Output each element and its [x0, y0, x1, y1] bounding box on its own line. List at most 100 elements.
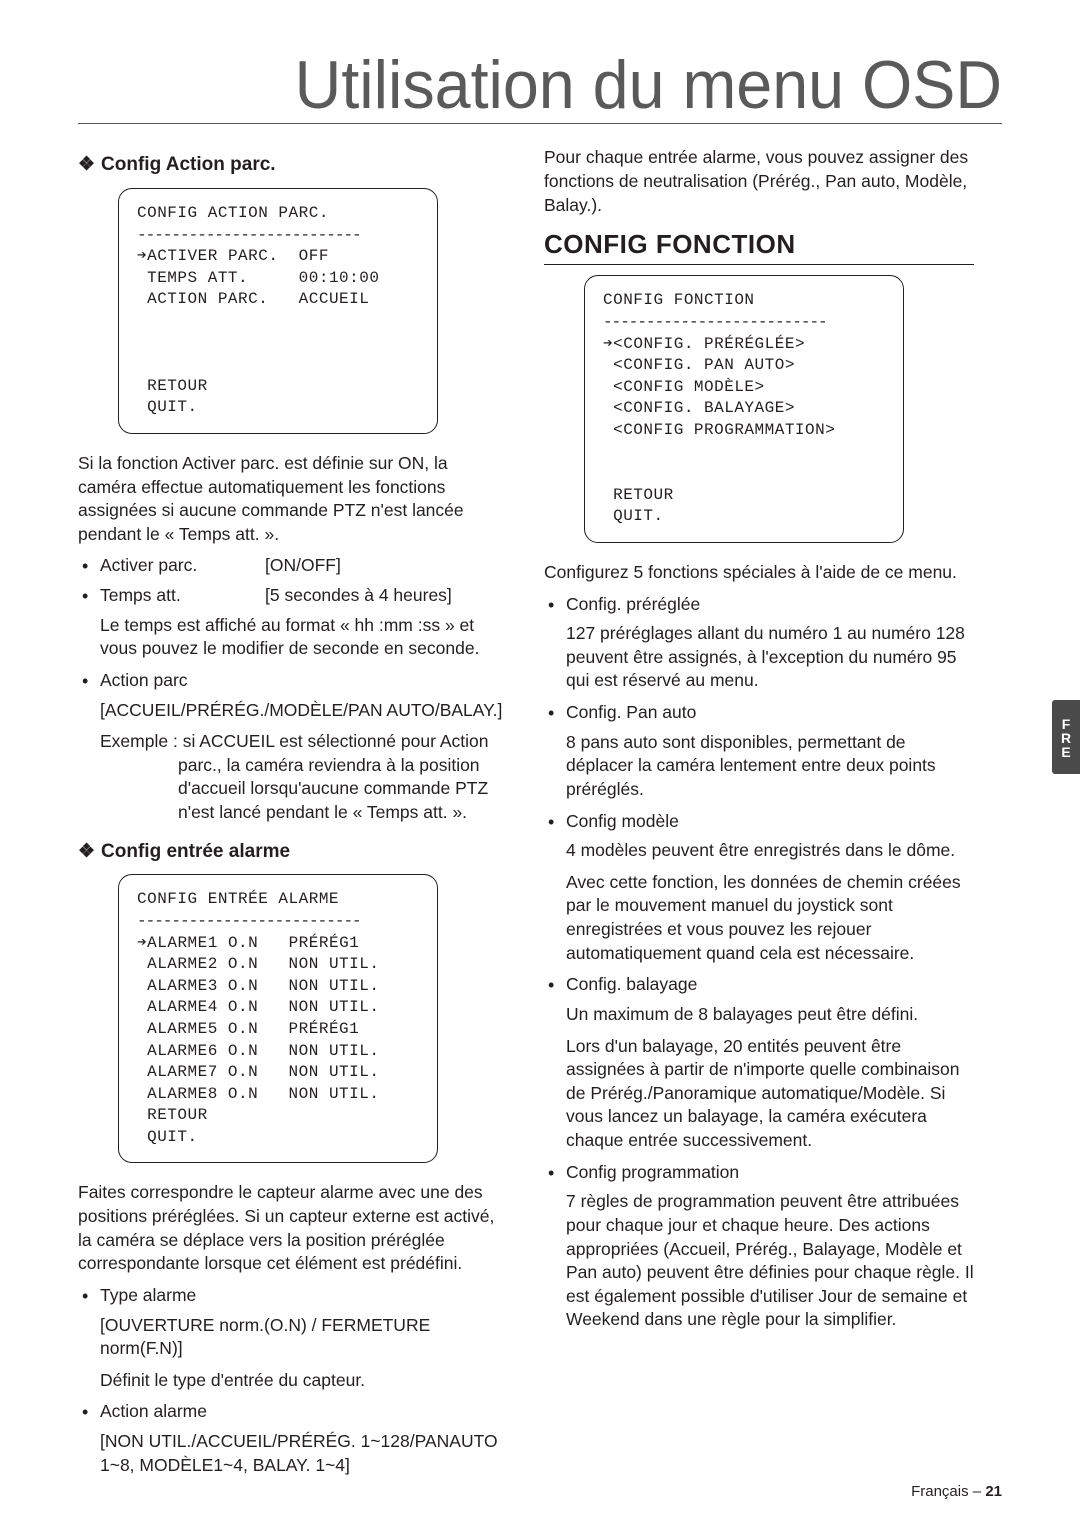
osd-retour: RETOUR [137, 1106, 208, 1124]
osd-val: OFF [299, 247, 329, 265]
intro-text: Faites correspondre le capteur alarme av… [78, 1181, 508, 1276]
list-item: Action alarme [NON UTIL./ACCUEIL/PRÉRÉG.… [78, 1400, 508, 1477]
osd-divider: -------------------------- [137, 912, 361, 930]
osd-val: PRÉRÉG1 [289, 934, 360, 952]
osd-config-entree-alarme: CONFIG ENTRÉE ALARME -------------------… [118, 874, 438, 1163]
osd-val: NON UTIL. [289, 1042, 380, 1060]
opt-label: Activer parc. [100, 554, 265, 578]
osd-val: NON UTIL. [289, 998, 380, 1016]
opt-label: Type alarme [100, 1285, 196, 1305]
heading-text: Config entrée alarme [101, 841, 290, 862]
item-body: Un maximum de 8 balayages peut être défi… [566, 1003, 974, 1027]
intro-text: Si la fonction Activer parc. est définie… [78, 452, 508, 547]
osd-val: PRÉRÉG1 [289, 1020, 360, 1038]
page-footer: Français – 21 [911, 1483, 1002, 1500]
osd-config-fonction: CONFIG FONCTION ------------------------… [584, 275, 904, 543]
left-column: ❖ Config Action parc. CONFIG ACTION PARC.… [78, 146, 508, 1485]
item-label: Config programmation [566, 1162, 739, 1182]
page-title: Utilisation du menu OSD [124, 50, 1002, 121]
bullet-list: Config. préréglée 127 préréglages allant… [544, 593, 974, 1333]
bullet-list: Activer parc. [ON/OFF] Temps att. [5 sec… [78, 554, 508, 824]
footer-sep: – [973, 1483, 981, 1500]
columns: ❖ Config Action parc. CONFIG ACTION PARC.… [78, 146, 1002, 1485]
language-tab: FRE [1052, 700, 1080, 774]
osd-divider: -------------------------- [603, 313, 827, 331]
osd-val: ACCUEIL [299, 290, 370, 308]
opt-value: [5 secondes à 4 heures] [265, 584, 452, 608]
osd-row: ACTION PARC. [137, 290, 268, 308]
item-body: 8 pans auto sont disponibles, permettant… [566, 731, 974, 802]
opt-options: [ACCUEIL/PRÉRÉG./MODÈLE/PAN AUTO/BALAY.] [100, 699, 508, 723]
opt-label: Action parc [100, 670, 188, 690]
example-body-first: si ACCUEIL est sélectionné pour Action [183, 731, 489, 751]
osd-val: 00:10:00 [299, 269, 380, 287]
example-body-rest: parc., la caméra reviendra à la position… [100, 754, 508, 825]
item-body: Lors d'un balayage, 20 entités peuvent ê… [566, 1035, 974, 1153]
title-rule: Utilisation du menu OSD [78, 50, 1002, 124]
osd-title: CONFIG ACTION PARC. [137, 204, 329, 222]
osd-quit: QUIT. [137, 1128, 198, 1146]
section-heading-config-fonction: CONFIG FONCTION [544, 227, 974, 262]
osd-retour: RETOUR [603, 486, 674, 504]
osd-title: CONFIG FONCTION [603, 291, 755, 309]
osd-row: ➔ALARME1 O.N [137, 934, 258, 952]
diamond-icon: ❖ [78, 152, 95, 178]
osd-row: <CONFIG. PAN AUTO> [603, 356, 795, 374]
osd-val: NON UTIL. [289, 977, 380, 995]
osd-row: ALARME3 O.N [137, 977, 258, 995]
item-body: 7 règles de programmation peuvent être a… [566, 1190, 974, 1332]
list-item: Config. Pan auto 8 pans auto sont dispon… [544, 701, 974, 802]
osd-row: ➔<CONFIG. PRÉRÉGLÉE> [603, 335, 805, 353]
intro-text: Configurez 5 fonctions spéciales à l'aid… [544, 561, 974, 585]
list-item: Config modèle 4 modèles peuvent être enr… [544, 810, 974, 966]
osd-row: TEMPS ATT. [137, 269, 248, 287]
footer-page-number: 21 [985, 1483, 1002, 1500]
opt-label: Temps att. [100, 584, 265, 608]
opt-note: Définit le type d'entrée du capteur. [100, 1369, 508, 1393]
item-body: 4 modèles peuvent être enregistrés dans … [566, 839, 974, 863]
list-item: Config. préréglée 127 préréglages allant… [544, 593, 974, 694]
item-body: 127 préréglages allant du numéro 1 au nu… [566, 622, 974, 693]
heading-config-entree-alarme: ❖ Config entrée alarme [78, 839, 508, 865]
opt-options: [OUVERTURE norm.(O.N) / FERMETURE norm(F… [100, 1314, 508, 1361]
list-item: Config. balayage Un maximum de 8 balayag… [544, 973, 974, 1152]
osd-quit: QUIT. [137, 398, 198, 416]
osd-row: ALARME5 O.N [137, 1020, 258, 1038]
opt-note: Le temps est affiché au format « hh :mm … [100, 614, 508, 661]
opt-value: [ON/OFF] [265, 554, 341, 578]
item-label: Config. balayage [566, 974, 697, 994]
osd-row: <CONFIG PROGRAMMATION> [603, 421, 835, 439]
list-item: Config programmation 7 règles de program… [544, 1161, 974, 1332]
item-body: Avec cette fonction, les données de chem… [566, 871, 974, 966]
osd-row: ALARME7 O.N [137, 1063, 258, 1081]
osd-row: ALARME8 O.N [137, 1085, 258, 1103]
osd-config-action-parc: CONFIG ACTION PARC. --------------------… [118, 188, 438, 434]
example-block: Exemple : si ACCUEIL est sélectionné pou… [100, 730, 508, 825]
diamond-icon: ❖ [78, 839, 95, 865]
top-paragraph: Pour chaque entrée alarme, vous pouvez a… [544, 146, 974, 217]
list-item: Activer parc. [ON/OFF] [78, 554, 508, 578]
example-lead: Exemple : [100, 731, 178, 751]
osd-val: NON UTIL. [289, 1063, 380, 1081]
page: Utilisation du menu OSD ❖ Config Action p… [0, 0, 1080, 1534]
osd-row: ALARME4 O.N [137, 998, 258, 1016]
list-item: Temps att. [5 secondes à 4 heures] Le te… [78, 584, 508, 661]
list-item: Action parc [ACCUEIL/PRÉRÉG./MODÈLE/PAN … [78, 669, 508, 825]
opt-options: [NON UTIL./ACCUEIL/PRÉRÉG. 1~128/PANAUTO… [100, 1430, 508, 1477]
heading-text: Config Action parc. [101, 154, 276, 175]
osd-row: ALARME6 O.N [137, 1042, 258, 1060]
bullet-list: Type alarme [OUVERTURE norm.(O.N) / FERM… [78, 1284, 508, 1477]
osd-quit: QUIT. [603, 507, 664, 525]
heading-config-action-parc: ❖ Config Action parc. [78, 152, 508, 178]
osd-row: ALARME2 O.N [137, 955, 258, 973]
list-item: Type alarme [OUVERTURE norm.(O.N) / FERM… [78, 1284, 508, 1393]
footer-language: Français [911, 1483, 969, 1500]
item-label: Config modèle [566, 811, 679, 831]
section-rule [544, 264, 974, 265]
osd-row: <CONFIG. BALAYAGE> [603, 399, 795, 417]
item-label: Config. Pan auto [566, 702, 696, 722]
language-tab-label: FRE [1058, 716, 1074, 758]
osd-val: NON UTIL. [289, 1085, 380, 1103]
osd-retour: RETOUR [137, 377, 208, 395]
osd-val: NON UTIL. [289, 955, 380, 973]
